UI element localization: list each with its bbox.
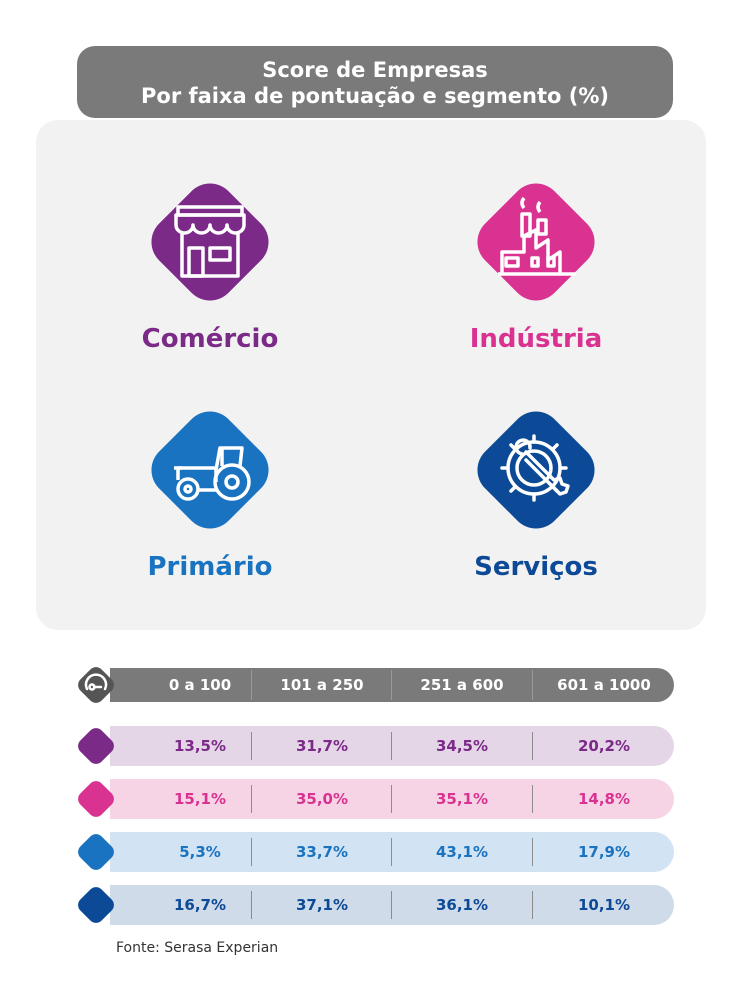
column-header-3: 601 a 1000 [557, 676, 651, 694]
row-divider [251, 891, 252, 919]
segment-label-primario: Primário [147, 552, 273, 582]
segment-servicos: Serviços [406, 390, 666, 584]
segment-label-industria: Indústria [469, 324, 603, 354]
table-cell-servicos-3: 10,1% [577, 896, 631, 914]
row-divider [391, 732, 392, 760]
table-cell-primario-2: 43,1% [435, 843, 489, 861]
chart-title-box: Score de Empresas Por faixa de pontuação… [77, 46, 673, 118]
row-divider [391, 785, 392, 813]
row-divider [391, 838, 392, 866]
segment-label-servicos: Serviços [474, 552, 598, 582]
segment-comercio: Comércio [80, 162, 340, 356]
store-icon [130, 162, 290, 322]
chart-title: Score de Empresas [262, 58, 488, 82]
column-header-2: 251 a 600 [420, 676, 504, 694]
table-cell-industria-0: 15,1% [173, 790, 227, 808]
segment-industria: Indústria [406, 162, 666, 356]
gear-wrench-icon [456, 390, 616, 550]
row-marker-primario [78, 834, 114, 870]
column-header-1: 101 a 250 [280, 676, 364, 694]
row-divider [532, 732, 533, 760]
segment-primario: Primário [80, 390, 340, 584]
table-row-comercio [110, 726, 674, 766]
header-divider [391, 670, 392, 700]
row-divider [532, 838, 533, 866]
table-cell-comercio-0: 13,5% [173, 737, 227, 755]
table-cell-comercio-3: 20,2% [577, 737, 631, 755]
table-cell-comercio-2: 34,5% [435, 737, 489, 755]
header-divider [251, 670, 252, 700]
row-marker-servicos [78, 887, 114, 923]
segments-panel [36, 120, 706, 630]
table-cell-servicos-2: 36,1% [435, 896, 489, 914]
table-row-industria [110, 779, 674, 819]
row-divider [532, 785, 533, 813]
chart-subtitle: Por faixa de pontuação e segmento (%) [141, 84, 609, 108]
gauge-icon [78, 667, 114, 703]
table-row-servicos [110, 885, 674, 925]
table-cell-primario-3: 17,9% [577, 843, 631, 861]
column-header-0: 0 a 100 [168, 676, 232, 694]
row-divider [251, 838, 252, 866]
row-marker-industria [78, 781, 114, 817]
row-divider [251, 732, 252, 760]
table-cell-industria-1: 35,0% [295, 790, 349, 808]
table-cell-primario-1: 33,7% [295, 843, 349, 861]
row-marker-comercio [78, 728, 114, 764]
header-divider [532, 670, 533, 700]
tractor-icon [130, 390, 290, 550]
table-row-primario [110, 832, 674, 872]
table-cell-comercio-1: 31,7% [295, 737, 349, 755]
table-cell-industria-2: 35,1% [435, 790, 489, 808]
row-divider [532, 891, 533, 919]
table-cell-primario-0: 5,3% [179, 843, 221, 861]
table-cell-industria-3: 14,8% [577, 790, 631, 808]
source-note: Fonte: Serasa Experian [116, 940, 279, 956]
row-divider [391, 891, 392, 919]
segment-label-comercio: Comércio [141, 324, 279, 354]
row-divider [251, 785, 252, 813]
table-header-bar [110, 668, 674, 702]
table-cell-servicos-1: 37,1% [295, 896, 349, 914]
table-cell-servicos-0: 16,7% [173, 896, 227, 914]
factory-icon [456, 162, 616, 322]
